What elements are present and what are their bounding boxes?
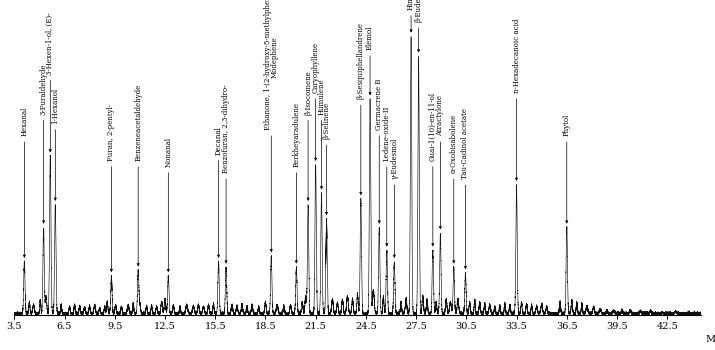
Text: Furan, 2-pentyl-: Furan, 2-pentyl- <box>107 104 115 161</box>
Text: Hinesol: Hinesol <box>407 0 415 10</box>
Text: Benzofuran, 2,3-dihydro-: Benzofuran, 2,3-dihydro- <box>222 85 230 173</box>
Text: β-Isocomene: β-Isocomene <box>304 70 312 115</box>
Text: Phytol: Phytol <box>563 114 571 136</box>
Text: Elemol: Elemol <box>366 26 374 50</box>
Text: Hexanal: Hexanal <box>20 107 29 136</box>
Text: Min: Min <box>706 335 715 344</box>
Text: β-Sesquiphellandrene: β-Sesquiphellandrene <box>357 22 365 99</box>
Text: Humulene: Humulene <box>317 78 325 115</box>
Text: Benzeneacetaldehyde: Benzeneacetaldehyde <box>134 84 142 161</box>
Text: 1-Hexanol: 1-Hexanol <box>51 88 59 124</box>
Text: Berkheyaradulene: Berkheyaradulene <box>292 102 300 167</box>
Text: γ-Eudesmol: γ-Eudesmol <box>390 138 398 180</box>
Text: Ledene-oxide-II: Ledene-oxide-II <box>383 106 391 161</box>
Text: Decanal: Decanal <box>214 126 222 155</box>
Text: 3-Furaldehyde: 3-Furaldehyde <box>39 63 48 115</box>
Text: n-Hexadecanoic acid: n-Hexadecanoic acid <box>513 19 521 93</box>
Text: 3-Hexen-1-ol, (E)-: 3-Hexen-1-ol, (E)- <box>46 12 54 75</box>
Text: Germacrene B: Germacrene B <box>375 79 383 130</box>
Text: β-Eudesmol: β-Eudesmol <box>415 0 423 22</box>
Text: Atractylone: Atractylone <box>436 95 444 136</box>
Text: β-Selinene: β-Selinene <box>322 102 330 139</box>
Text: Guai-1(10)-en-11-ol: Guai-1(10)-en-11-ol <box>429 92 437 161</box>
Text: α-Oxobisabolene: α-Oxobisabolene <box>450 114 458 173</box>
Text: Nonanal: Nonanal <box>164 137 172 167</box>
Text: Caryophyllene: Caryophyllene <box>312 42 320 93</box>
Text: Tau-Cadinol acetate: Tau-Cadinol acetate <box>461 108 470 180</box>
Text: Ethanone, 1-(2-hydroxy-5-methylphenyl)-
Modephene: Ethanone, 1-(2-hydroxy-5-methylphenyl)- … <box>264 0 279 130</box>
